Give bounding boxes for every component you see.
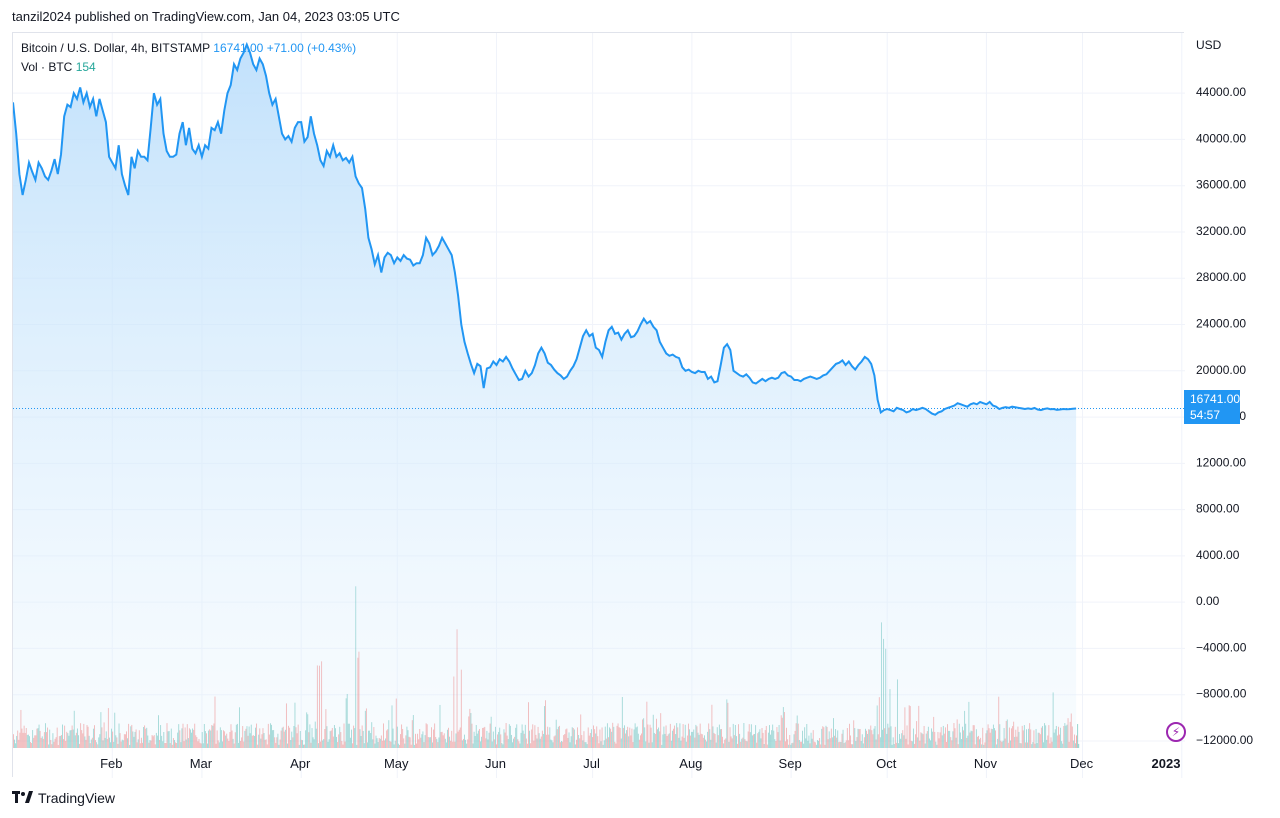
tradingview-logo-icon (12, 791, 33, 803)
chart-frame[interactable] (12, 32, 1185, 778)
footer-logo[interactable]: TradingView (12, 790, 115, 806)
y-tick-label: −12000.00 (1196, 733, 1253, 747)
legend-change: +71.00 (+0.43%) (266, 41, 357, 55)
y-tick-label: 36000.00 (1196, 178, 1246, 192)
bar-countdown-tag: 54:57 (1184, 406, 1240, 424)
legend-volume-row: Vol · BTC 154 (21, 60, 96, 74)
volume-bar (1078, 743, 1080, 748)
y-tick-label: 24000.00 (1196, 317, 1246, 331)
chart-svg[interactable] (13, 33, 1185, 778)
footer-brand: TradingView (38, 790, 116, 806)
volume-bar (1077, 724, 1079, 748)
y-tick-label: −8000.00 (1196, 687, 1247, 701)
legend-symbol: Bitcoin / U.S. Dollar, 4h, BITSTAMP (21, 41, 210, 55)
y-tick-label: 40000.00 (1196, 131, 1246, 145)
y-axis-unit: USD (1196, 38, 1222, 52)
legend-last-price: 16741.00 (213, 41, 264, 55)
lightning-icon[interactable]: ⚡ (1166, 722, 1186, 742)
y-tick-label: 12000.00 (1196, 455, 1246, 469)
y-tick-label: 8000.00 (1196, 502, 1240, 516)
y-tick-label: 44000.00 (1196, 85, 1246, 99)
legend-volume-label: Vol · BTC (21, 60, 73, 74)
y-tick-label: 28000.00 (1196, 270, 1246, 284)
y-tick-label: −4000.00 (1196, 640, 1247, 654)
y-tick-label: 4000.00 (1196, 548, 1240, 562)
y-tick-label: 20000.00 (1196, 363, 1246, 377)
y-tick-label: 0.00 (1196, 594, 1220, 608)
last-price-tag: 16741.00 (1184, 390, 1240, 408)
price-area (13, 44, 1077, 749)
legend-volume-value: 154 (75, 60, 96, 74)
legend-symbol-row: Bitcoin / U.S. Dollar, 4h, BITSTAMP 1674… (21, 41, 356, 55)
volume-bar (1076, 735, 1078, 748)
y-tick-label: 32000.00 (1196, 224, 1246, 238)
published-by-text: tanzil2024 published on TradingView.com,… (12, 9, 400, 24)
